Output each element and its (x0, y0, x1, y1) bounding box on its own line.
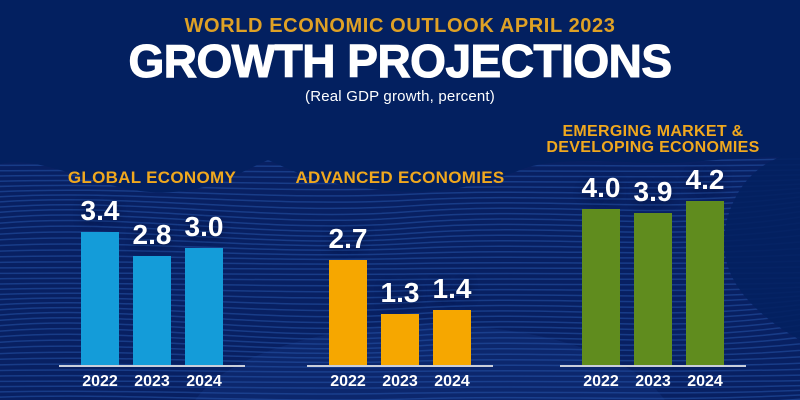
background-glow (195, 325, 665, 400)
years-row: 2022 2023 2024 (582, 373, 724, 391)
group-title-line: ADVANCED ECONOMIES (295, 168, 505, 187)
year-label: 2023 (635, 373, 671, 391)
bar (133, 256, 171, 365)
year-label: 2022 (82, 373, 118, 391)
bar-column: 3.9 (634, 178, 672, 365)
bars-row: 4.0 3.9 4.2 (582, 166, 724, 365)
bar-value-label: 4.0 (581, 172, 621, 203)
bar-column: 4.2 (686, 166, 724, 365)
bar-value-label: 2.8 (132, 219, 172, 250)
background-right-wave-shape (724, 152, 800, 340)
bar (329, 260, 367, 365)
year-label: 2022 (330, 373, 366, 391)
bar-value-label: 3.0 (184, 211, 224, 242)
bar-column: 4.0 (582, 174, 620, 365)
bars-row: 3.4 2.8 3.0 (81, 197, 223, 365)
year-label: 2024 (434, 373, 470, 391)
bar (686, 201, 724, 365)
group-title: ADVANCED ECONOMIES (264, 168, 536, 187)
bar-column: 1.4 (433, 275, 471, 365)
years-row: 2022 2023 2024 (329, 373, 471, 391)
kicker-label: WORLD ECONOMIC OUTLOOK APRIL 2023 (184, 15, 616, 37)
bar-column: 2.7 (329, 225, 367, 365)
bar-value-label: 2.7 (328, 223, 368, 254)
group-title-line: EMERGING MARKET & (562, 123, 744, 140)
bar (185, 248, 223, 365)
background-top-wave-shape (0, 0, 800, 193)
year-label: 2023 (134, 373, 170, 391)
group-title: GLOBAL ECONOMY (16, 168, 288, 187)
group-title: EMERGING MARKET & DEVELOPING ECONOMIES (517, 124, 789, 156)
chart-group-emerging-market-developing-economies: EMERGING MARKET & DEVELOPING ECONOMIES 4.… (537, 118, 769, 392)
years-row: 2022 2023 2024 (81, 373, 223, 391)
header: WORLD ECONOMIC OUTLOOK APRIL 2023 GROWTH… (0, 0, 800, 105)
bar (81, 232, 119, 365)
bar-column: 2.8 (133, 221, 171, 365)
group-title-line: DEVELOPING ECONOMIES (546, 139, 760, 156)
page-title: GROWTH PROJECTIONS (128, 35, 673, 87)
baseline-axis (307, 365, 493, 367)
subtitle-label: (Real GDP growth, percent) (305, 87, 495, 105)
chart-group-global-economy: GLOBAL ECONOMY 3.4 2.8 3.0 2022 2023 2024 (36, 118, 268, 392)
bar-value-label: 1.3 (380, 277, 420, 308)
bar-column: 3.4 (81, 197, 119, 365)
bar-value-label: 3.9 (633, 176, 673, 207)
bar-value-label: 3.4 (80, 195, 120, 226)
year-label: 2024 (687, 373, 723, 391)
bar (433, 310, 471, 365)
chart-group-advanced-economies: ADVANCED ECONOMIES 2.7 1.3 1.4 2022 2023 202… (284, 118, 516, 392)
bar (381, 314, 419, 365)
year-label: 2023 (382, 373, 418, 391)
bar-column: 1.3 (381, 279, 419, 365)
bar (634, 213, 672, 365)
bar-column: 3.0 (185, 213, 223, 365)
year-label: 2024 (186, 373, 222, 391)
bar-value-label: 4.2 (685, 164, 725, 195)
bar (582, 209, 620, 365)
group-title-line: GLOBAL ECONOMY (67, 168, 237, 187)
year-label: 2022 (583, 373, 619, 391)
bars-row: 2.7 1.3 1.4 (329, 225, 471, 365)
baseline-axis (560, 365, 746, 367)
baseline-axis (59, 365, 245, 367)
bar-value-label: 1.4 (432, 273, 472, 304)
